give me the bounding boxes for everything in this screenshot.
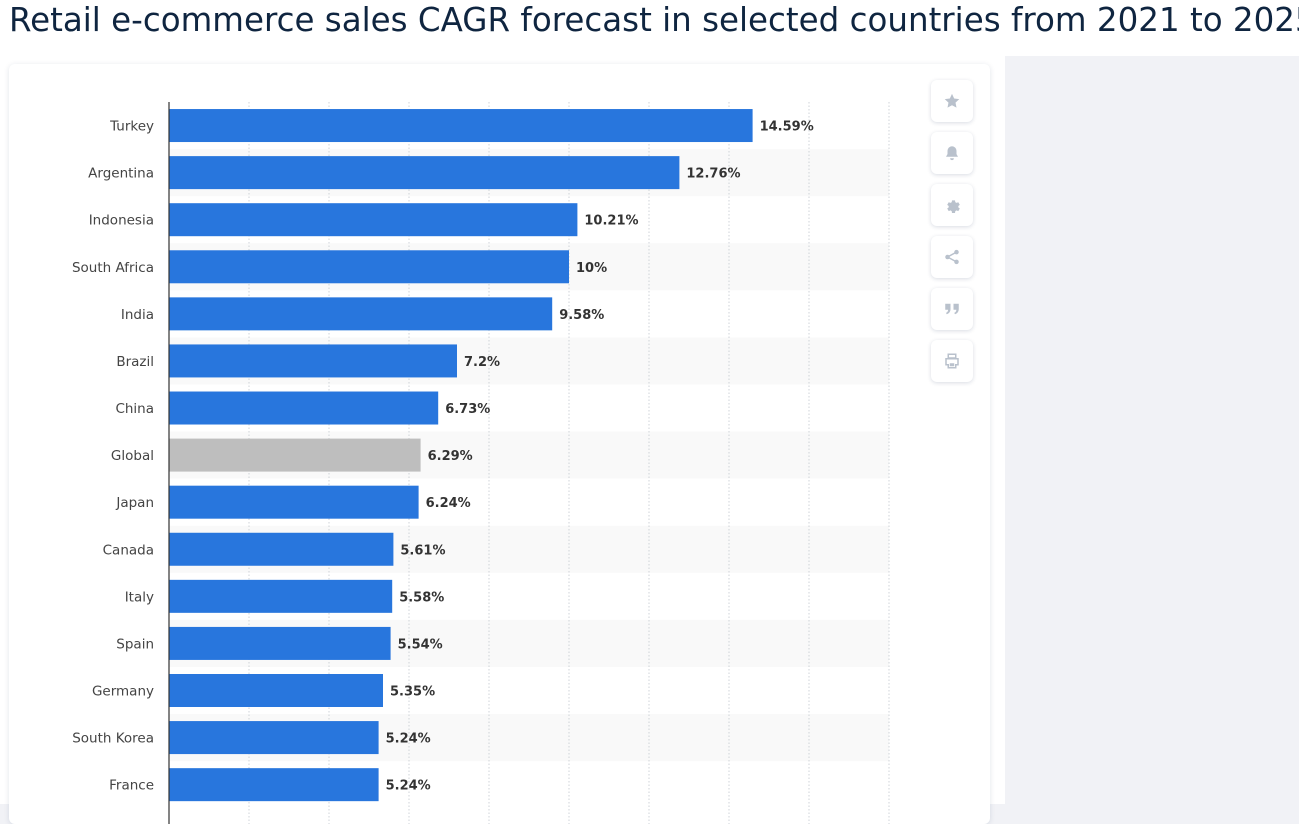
bar[interactable] — [169, 674, 383, 707]
value-label: 6.24% — [426, 496, 471, 511]
value-label: 5.58% — [399, 590, 444, 605]
bar[interactable] — [169, 579, 393, 613]
bar[interactable] — [169, 768, 379, 802]
category-label: China — [115, 401, 154, 417]
print-button[interactable] — [931, 340, 973, 382]
value-label: 5.35% — [390, 685, 435, 700]
category-label: Global — [111, 448, 154, 464]
bar[interactable] — [169, 438, 421, 472]
value-label: 5.61% — [400, 543, 445, 558]
bar[interactable] — [169, 250, 569, 284]
category-label: Japan — [115, 495, 154, 511]
cite-button[interactable] — [931, 288, 973, 330]
gear-icon — [947, 200, 960, 213]
share-button[interactable] — [931, 236, 973, 278]
quote-icon — [945, 303, 959, 315]
bar[interactable] — [169, 203, 578, 237]
star-icon — [944, 93, 960, 108]
category-label: Spain — [116, 636, 154, 652]
bell-icon — [946, 146, 958, 161]
value-label: 7.2% — [464, 355, 500, 370]
value-label: 12.76% — [686, 167, 740, 182]
bar[interactable] — [169, 297, 553, 331]
print-icon — [945, 353, 959, 369]
category-label: South Africa — [72, 260, 154, 276]
bar-chart: Turkey 14.59% Argentina 12.76% Indonesia 10.2… — [72, 102, 890, 824]
category-label: South Korea — [72, 731, 154, 747]
settings-button[interactable] — [931, 184, 973, 226]
share-icon — [945, 249, 959, 265]
value-label: 6.73% — [445, 402, 490, 417]
value-label: 6.29% — [428, 449, 473, 464]
value-label: 5.24% — [386, 779, 431, 794]
value-label: 10.21% — [584, 214, 638, 229]
notification-button[interactable] — [931, 132, 973, 174]
category-label: Canada — [103, 542, 154, 558]
value-label: 14.59% — [760, 120, 814, 135]
category-label: Brazil — [116, 354, 154, 370]
bar[interactable] — [169, 485, 419, 519]
favorite-button[interactable] — [931, 80, 973, 122]
category-label: Germany — [92, 684, 154, 700]
page-title: Retail e-commerce sales CAGR forecast in… — [0, 0, 1299, 56]
bar[interactable] — [169, 391, 439, 425]
category-label: Turkey — [109, 119, 154, 135]
bar[interactable] — [169, 721, 379, 755]
category-label: Italy — [125, 589, 154, 605]
bar[interactable] — [169, 532, 394, 566]
bar[interactable] — [169, 344, 457, 378]
category-label: Indonesia — [89, 213, 154, 229]
category-label: France — [109, 778, 154, 794]
value-label: 5.24% — [386, 732, 431, 747]
chart-toolbar — [931, 80, 974, 392]
bar[interactable] — [169, 626, 391, 660]
bar[interactable] — [169, 109, 753, 143]
bar[interactable] — [169, 156, 680, 190]
value-label: 5.54% — [398, 637, 443, 652]
category-label: Argentina — [88, 166, 154, 182]
category-label: India — [121, 307, 154, 323]
chart-card: Turkey 14.59% Argentina 12.76% Indonesia 10.2… — [9, 64, 990, 824]
value-label: 9.58% — [559, 308, 604, 323]
value-label: 10% — [576, 261, 607, 276]
